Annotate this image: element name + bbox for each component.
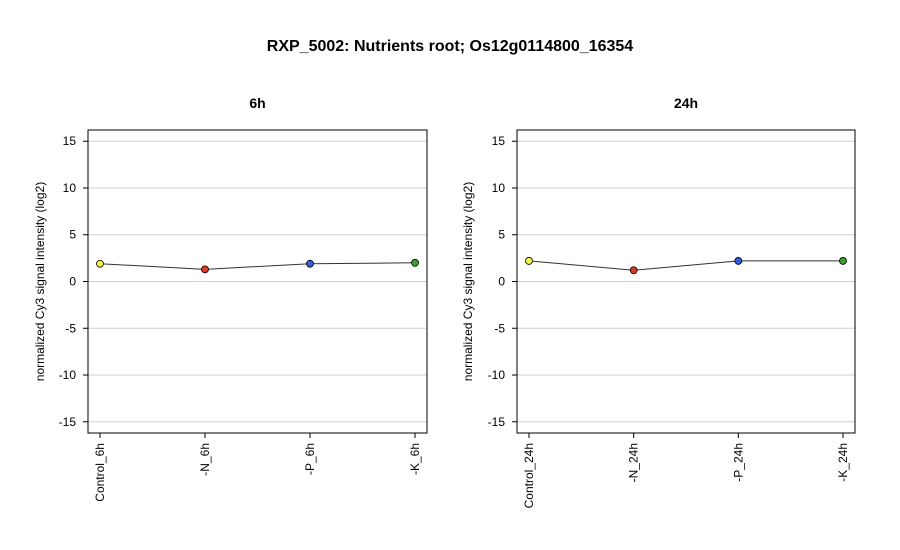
- y-tick-label: -10: [59, 368, 77, 382]
- y-tick-label: 5: [498, 228, 505, 242]
- data-point: [96, 259, 104, 268]
- y-tick-label: 0: [498, 275, 505, 289]
- data-point: [201, 265, 209, 274]
- data-point: [839, 257, 847, 265]
- y-tick-label: 10: [492, 181, 506, 195]
- data-point: [629, 266, 638, 275]
- y-tick-label: -5: [65, 321, 76, 335]
- panel-24h: 24h -15 -10 -5 0 5 10 15 normalized Cy3 signal i…: [461, 95, 856, 508]
- data-point: [411, 258, 419, 267]
- y-tick-label: -15: [488, 415, 506, 429]
- x-tick-label: -P_24h: [731, 443, 745, 482]
- x-tick-label: Control_6h: [93, 443, 107, 502]
- data-point: [734, 257, 743, 265]
- x-tick-label: -K_6h: [408, 443, 422, 475]
- panel-title: 24h: [674, 95, 698, 111]
- y-tick-label: 15: [492, 134, 506, 148]
- series-line: [99, 262, 416, 270]
- y-tick-label: 5: [69, 228, 76, 242]
- y-tick-label: 15: [63, 134, 77, 148]
- y-axis-label: normalized Cy3 signal intensity (log2): [33, 182, 47, 381]
- figure-title: RXP_5002: Nutrients root; Os12g0114800_1…: [266, 38, 634, 55]
- panel-title: 6h: [249, 95, 265, 111]
- y-tick-label: -5: [494, 321, 505, 335]
- x-tick-label: -N_24h: [627, 443, 641, 482]
- y-tick-label: -10: [488, 368, 506, 382]
- panel-6h: 6h -15 -10 -5 0 5 10 15 normalized Cy3 signal in…: [33, 95, 428, 502]
- x-tick-label: -K_24h: [836, 443, 850, 482]
- y-tick-label: -15: [59, 415, 77, 429]
- x-tick-label: Control_24h: [522, 443, 536, 508]
- data-point: [525, 257, 533, 265]
- x-tick-label: -P_6h: [303, 443, 317, 475]
- data-point: [306, 259, 314, 268]
- y-tick-label: 0: [69, 275, 76, 289]
- y-tick-label: 10: [63, 181, 77, 195]
- series-line: [528, 260, 843, 271]
- y-axis-label: normalized Cy3 signal intensity (log2): [461, 182, 475, 381]
- x-tick-label: -N_6h: [198, 443, 212, 476]
